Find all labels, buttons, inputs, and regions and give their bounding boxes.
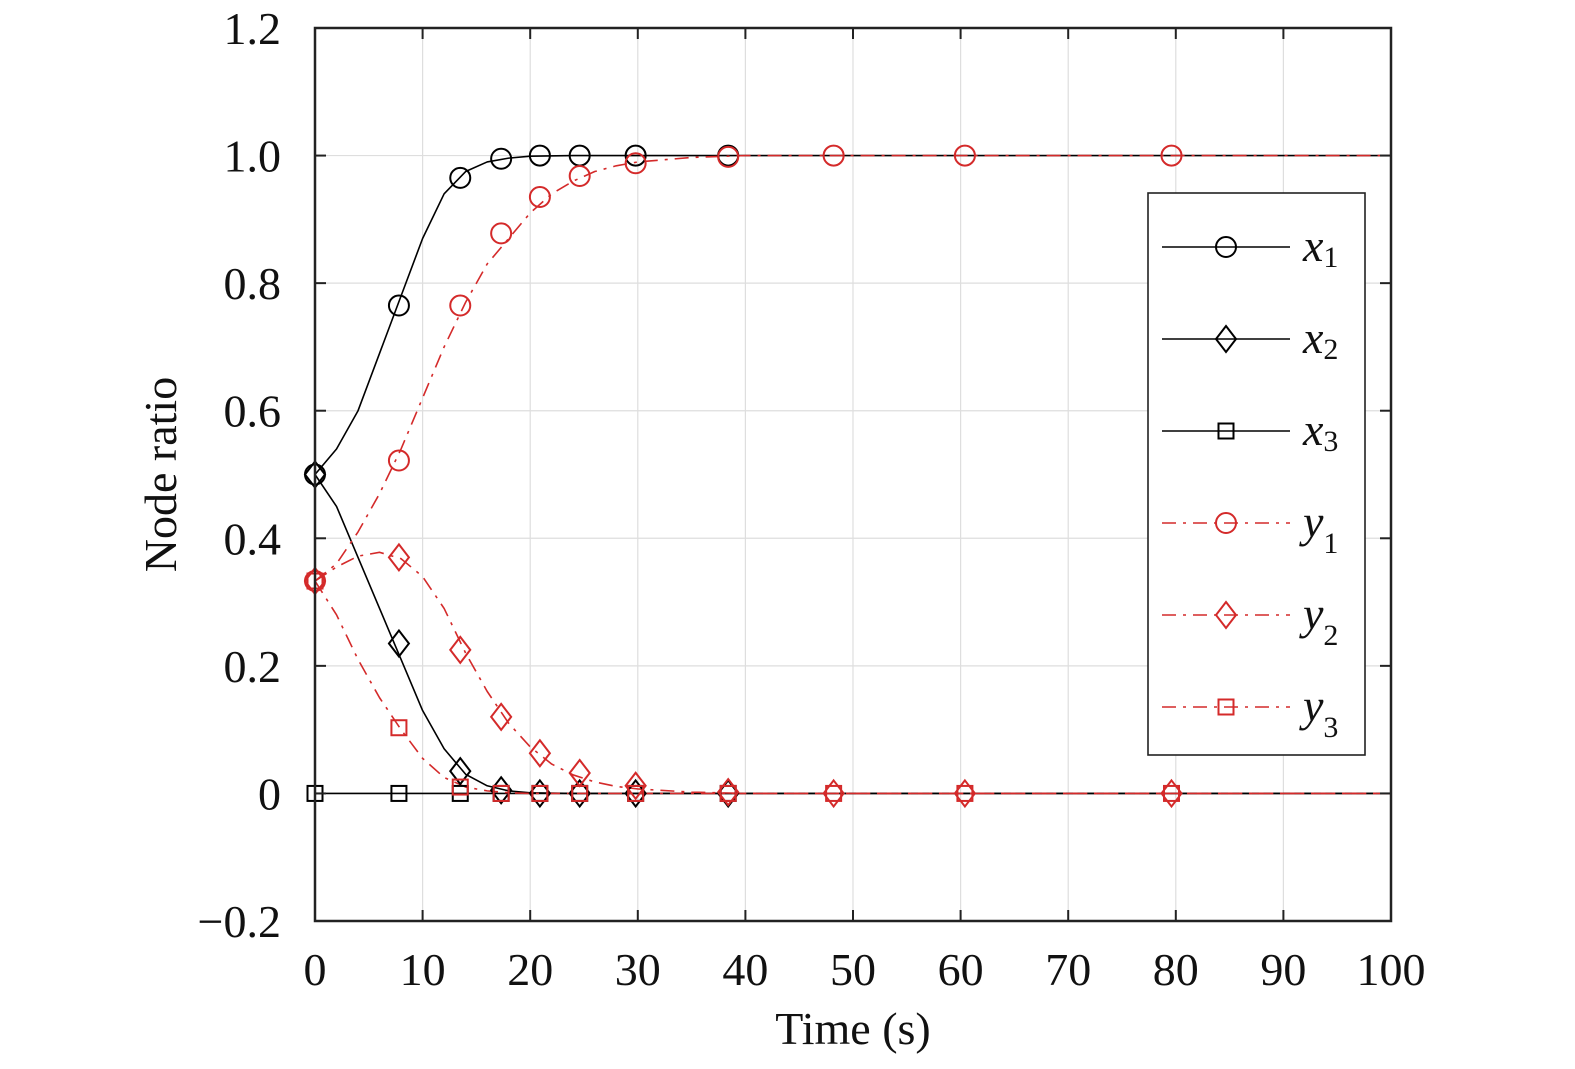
marker-x1 [528,144,551,167]
legend-letter: y [1299,680,1324,731]
x-tick-label: 70 [1045,944,1091,995]
marker-y2 [568,758,591,788]
marker-x1 [490,147,513,170]
marker-y1 [568,164,591,187]
marker-y3 [390,719,408,737]
marker-x3 [390,784,408,802]
x-tick-label: 0 [304,944,327,995]
marker-y3 [1162,784,1180,802]
series-line-y2 [314,551,1391,795]
legend-label-y3: y3 [1299,680,1338,744]
legend-letter: x [1302,220,1324,271]
series-line-x1 [314,154,1391,476]
y-tick-label: 0.4 [224,513,282,564]
legend-label-x1: x1 [1302,220,1338,274]
legend-label-x2: x2 [1302,312,1338,366]
legend-subscript: 1 [1323,241,1338,274]
y-tick-label: 1.2 [224,3,282,54]
x-tick-label: 80 [1153,944,1199,995]
legend-letter: y [1299,588,1324,639]
y-axis-label: Node ratio [135,377,186,572]
marker-y2 [448,635,472,665]
x-tick-label: 30 [615,944,661,995]
legend-subscript: 3 [1323,711,1338,744]
x-tick-label: 20 [507,944,553,995]
marker-y3 [451,778,469,796]
marker-y2 [624,771,647,801]
y-tick-labels: −0.2 0 0.2 0.4 0.6 0.8 1.0 1.2 [198,3,281,947]
marker-x2 [448,756,472,786]
marker-y1 [822,144,845,167]
x-axis-label: Time (s) [775,1003,931,1054]
legend-letter: x [1302,404,1324,455]
legend-letter: x [1302,312,1324,363]
x-tick-label: 10 [400,944,446,995]
y-tick-label: 0.6 [224,386,282,437]
marker-y1 [717,145,740,168]
series-line-y3 [314,580,1391,795]
marker-y2 [489,702,513,732]
marker-y2 [528,738,552,768]
x-tick-label: 100 [1357,944,1426,995]
marker-y1 [387,449,410,472]
y-tick-label: −0.2 [198,896,281,947]
y-tick-label: 0.8 [224,258,282,309]
marker-y1 [953,144,976,167]
marker-y3 [627,784,645,802]
x-tick-label: 40 [722,944,768,995]
marker-y3 [956,784,974,802]
legend-marker-x1 [1215,236,1237,258]
y-tick-label: 1.0 [224,131,282,182]
legend-label-y2: y2 [1299,588,1338,652]
marker-y1 [449,294,472,317]
legend-subscript: 3 [1323,425,1338,458]
legend-subscript: 1 [1323,527,1338,560]
legend-marker-y2 [1214,600,1238,630]
series-markers [303,144,1183,809]
y-tick-label: 0 [258,768,281,819]
x-tick-label: 50 [830,944,876,995]
legend-marker-y1 [1215,512,1237,534]
legend-subscript: 2 [1323,333,1338,366]
legend-subscript: 2 [1323,619,1338,652]
y-tick-label: 0.2 [224,641,282,692]
marker-y3 [492,784,510,802]
legend-marker-y3 [1217,698,1235,716]
legend-marker-x2 [1214,324,1238,354]
marker-y1 [624,152,647,175]
marker-y2 [387,542,411,573]
axis-ticks [314,27,1392,922]
marker-x1 [387,294,410,317]
marker-y3 [825,784,843,802]
marker-y1 [1160,144,1183,167]
marker-y3 [531,784,549,802]
marker-y3 [571,784,589,802]
legend-marker-x3 [1217,422,1235,440]
legend-letter: y [1299,496,1324,547]
x-tick-labels: 0 10 20 30 40 50 60 70 80 90 100 [304,944,1426,995]
marker-y1 [528,186,551,209]
legend-label-x3: x3 [1302,404,1338,458]
marker-x1 [624,144,647,167]
marker-x1 [449,166,472,189]
legend-box [1147,192,1366,756]
marker-y3 [719,784,737,802]
marker-x2 [387,628,411,659]
x-tick-label: 90 [1260,944,1306,995]
marker-y1 [490,222,513,245]
legend-label-y1: y1 [1299,496,1338,560]
x-tick-label: 60 [938,944,984,995]
